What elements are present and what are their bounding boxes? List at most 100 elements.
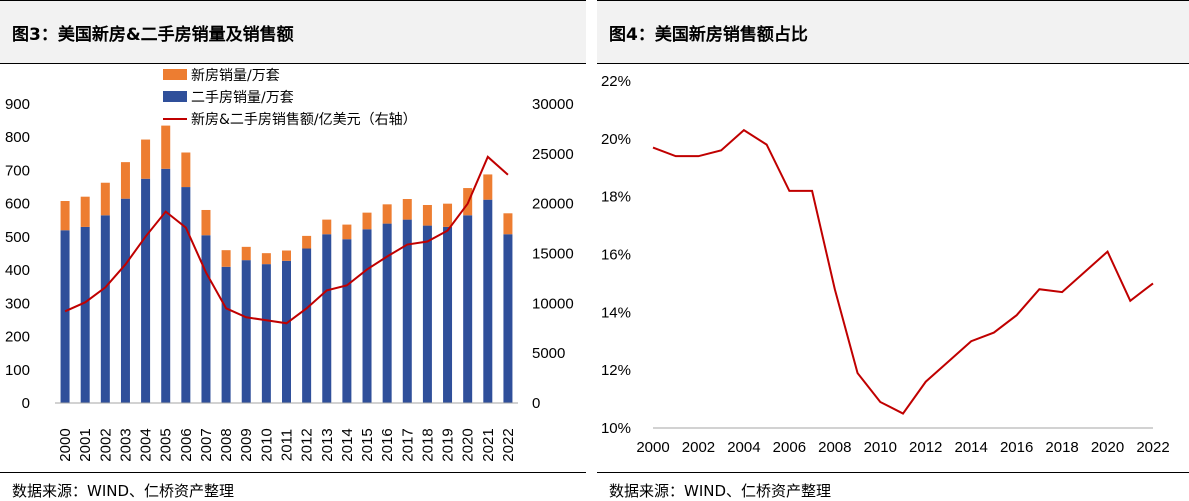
existing-home-bar bbox=[181, 187, 191, 403]
x-tick-label: 2001 bbox=[77, 428, 94, 461]
right-chart-panel: 图4：美国新房销售额占比 10% 12% 14% 16% 18% 20% 22% 2000 20… bbox=[597, 0, 1189, 501]
share-y-tick-label: 20% bbox=[601, 131, 631, 148]
x-tick-label: 2006 bbox=[178, 428, 195, 461]
new-home-bar bbox=[141, 139, 151, 179]
share-y-tick-label: 14% bbox=[601, 304, 631, 321]
sales-amount-line bbox=[64, 155, 509, 325]
existing-home-bar bbox=[322, 234, 332, 403]
share-x-tick-label: 2020 bbox=[1091, 439, 1124, 456]
new-home-bar bbox=[302, 235, 312, 249]
x-tick-label: 2020 bbox=[460, 428, 477, 461]
left-y-tick-label: 300 bbox=[5, 295, 30, 312]
legend-existing-home-swatch bbox=[163, 91, 187, 102]
existing-home-bar bbox=[201, 235, 211, 403]
right-chart-bottom-rule bbox=[597, 472, 1189, 473]
existing-home-bar bbox=[443, 226, 453, 403]
existing-home-bar bbox=[161, 168, 171, 403]
x-tick-label: 2000 bbox=[57, 428, 74, 461]
existing-home-bar bbox=[221, 266, 231, 403]
existing-home-bar bbox=[302, 248, 312, 403]
right-chart-title-bar: 图4：美国新房销售额占比 bbox=[597, 0, 1189, 64]
left-y-tick-label: 400 bbox=[5, 262, 30, 279]
right-chart-svg: 10% 12% 14% 16% 18% 20% 22% 2000 2002 2004 2006 200… bbox=[601, 73, 1170, 456]
right-chart-source: 数据来源：WIND、仁桥资产整理 bbox=[609, 482, 832, 500]
x-tick-label: 2002 bbox=[97, 428, 114, 461]
new-home-bar bbox=[342, 224, 352, 240]
share-x-tick-label: 2004 bbox=[727, 439, 760, 456]
existing-home-bar bbox=[362, 229, 372, 403]
x-tick-label: 2011 bbox=[279, 429, 296, 461]
existing-home-bar bbox=[261, 264, 271, 403]
share-x-tick-label: 2000 bbox=[636, 439, 669, 456]
legend-new-home-label: 新房销量/万套 bbox=[191, 68, 280, 84]
new-home-bar bbox=[261, 253, 271, 265]
right-y-tick-label: 20000 bbox=[532, 196, 574, 213]
share-x-tick-label: 2010 bbox=[864, 439, 897, 456]
left-chart-bottom-rule bbox=[0, 472, 586, 473]
new-home-bar bbox=[60, 201, 70, 231]
share-x-tick-label: 2002 bbox=[682, 439, 715, 456]
right-chart-title: 图4：美国新房销售额占比 bbox=[609, 25, 808, 45]
share-y-tick-label: 12% bbox=[601, 362, 631, 379]
new-home-bar bbox=[382, 204, 392, 224]
left-y-tick-label: 700 bbox=[5, 162, 30, 179]
new-home-bar bbox=[221, 250, 231, 267]
new-home-bar bbox=[201, 209, 211, 236]
x-tick-label: 2004 bbox=[138, 428, 155, 461]
x-tick-label: 2018 bbox=[419, 428, 436, 461]
left-chart-svg: 0 100 200 300 400 500 600 700 800 900 0 5000 10000 15… bbox=[5, 68, 574, 462]
x-tick-label: 2005 bbox=[158, 428, 175, 461]
legend-sales-amount-label: 新房&二手房销售额/亿美元（右轴） bbox=[191, 112, 417, 128]
existing-home-bar bbox=[120, 198, 130, 403]
share-y-tick-label: 18% bbox=[601, 189, 631, 206]
share-x-tick-label: 2008 bbox=[818, 439, 851, 456]
existing-home-bar bbox=[60, 230, 70, 403]
new-home-bar bbox=[322, 219, 332, 235]
new-home-bar bbox=[402, 199, 412, 220]
existing-home-bar bbox=[100, 215, 110, 403]
existing-home-bar bbox=[402, 219, 412, 403]
new-home-bar bbox=[120, 162, 130, 199]
share-y-tick-label: 10% bbox=[601, 420, 631, 437]
new-home-share-line bbox=[652, 128, 1154, 415]
new-home-bar bbox=[483, 174, 493, 200]
new-home-bar bbox=[503, 213, 513, 235]
right-y-tick-label: 5000 bbox=[532, 345, 565, 362]
share-y-tick-label: 16% bbox=[601, 247, 631, 264]
existing-home-bar bbox=[282, 260, 291, 403]
new-home-bar bbox=[80, 196, 90, 227]
existing-home-bar bbox=[483, 199, 493, 403]
x-tick-label: 2014 bbox=[339, 428, 356, 461]
left-y-tick-label: 600 bbox=[5, 196, 30, 213]
new-home-bar bbox=[422, 204, 432, 226]
x-tick-label: 2010 bbox=[258, 428, 275, 461]
x-tick-label: 2021 bbox=[480, 428, 497, 461]
existing-home-bar bbox=[382, 223, 392, 403]
new-home-bar bbox=[161, 125, 171, 169]
x-tick-label: 2022 bbox=[500, 428, 517, 461]
x-tick-label: 2012 bbox=[299, 428, 316, 461]
share-x-tick-label: 2006 bbox=[773, 439, 806, 456]
new-home-bar bbox=[282, 250, 291, 261]
share-x-tick-label: 2022 bbox=[1136, 439, 1169, 456]
left-chart-panel: 图3：美国新房&二手房销量及销售额 0 100 200 300 400 500 600 700… bbox=[0, 0, 586, 501]
new-home-bar bbox=[443, 203, 453, 227]
share-y-tick-label: 22% bbox=[601, 73, 631, 90]
existing-home-bar bbox=[503, 234, 513, 403]
left-y-tick-label: 200 bbox=[5, 329, 30, 346]
left-y-tick-label: 0 bbox=[22, 395, 30, 412]
x-tick-label: 2017 bbox=[399, 428, 416, 461]
new-home-bar bbox=[362, 212, 372, 230]
left-y-tick-label: 800 bbox=[5, 129, 30, 146]
new-home-bar bbox=[241, 246, 251, 261]
x-tick-label: 2003 bbox=[117, 428, 134, 461]
new-home-bar bbox=[100, 182, 110, 216]
x-tick-label: 2008 bbox=[218, 428, 235, 461]
share-x-tick-label: 2014 bbox=[954, 439, 987, 456]
left-chart-title: 图3：美国新房&二手房销量及销售额 bbox=[12, 25, 294, 45]
existing-home-bar bbox=[80, 226, 90, 403]
existing-home-bar bbox=[241, 260, 251, 403]
existing-home-bar bbox=[342, 239, 352, 403]
share-x-tick-label: 2016 bbox=[1000, 439, 1033, 456]
left-y-tick-label: 500 bbox=[5, 229, 30, 246]
